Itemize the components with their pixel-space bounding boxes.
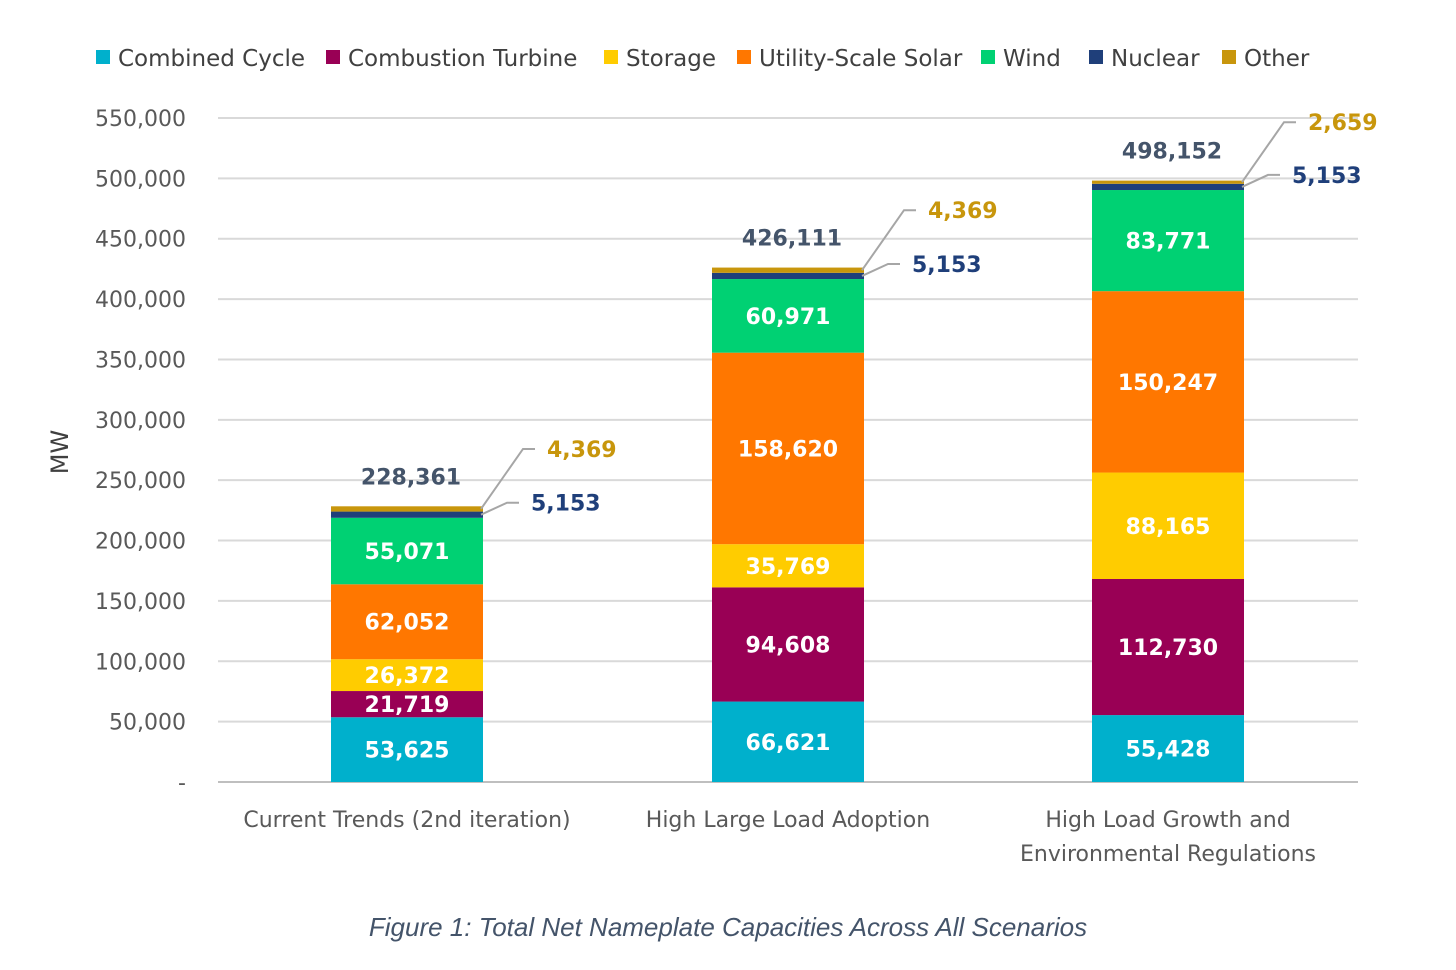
y-tick-label: 350,000 bbox=[95, 348, 186, 373]
legend-label: Utility-Scale Solar bbox=[759, 46, 963, 72]
data-label: 150,247 bbox=[1118, 371, 1218, 396]
data-label: 66,621 bbox=[746, 731, 831, 756]
legend-item: Storage bbox=[604, 46, 716, 72]
bar-segment bbox=[712, 701, 864, 782]
data-label: 21,719 bbox=[365, 693, 450, 718]
data-label: 60,971 bbox=[746, 305, 831, 330]
bar-segment bbox=[331, 506, 483, 512]
legend-item: Wind bbox=[981, 46, 1061, 72]
data-label: 55,071 bbox=[365, 540, 450, 565]
legend-swatch bbox=[1089, 50, 1103, 64]
legend-label: Combined Cycle bbox=[118, 46, 305, 72]
legend-swatch bbox=[981, 50, 995, 64]
bar-segment bbox=[1092, 715, 1244, 782]
chart-legend: Combined Cycle Combustion Turbine Storage U… bbox=[96, 46, 1310, 72]
legend-item: Other bbox=[1222, 46, 1310, 72]
y-tick-label: 300,000 bbox=[95, 409, 186, 434]
data-label: 55,428 bbox=[1126, 738, 1211, 763]
callout-leader bbox=[1241, 173, 1280, 188]
total-label: 498,152 bbox=[1122, 140, 1222, 165]
callout-leader bbox=[861, 262, 900, 277]
legend-item: Combined Cycle bbox=[96, 46, 305, 72]
data-label: 35,769 bbox=[746, 555, 831, 580]
y-tick-label: 100,000 bbox=[95, 650, 186, 675]
legend-item: Nuclear bbox=[1089, 46, 1200, 72]
x-category-label: Environmental Regulations bbox=[1020, 842, 1316, 867]
y-tick-label: 400,000 bbox=[95, 288, 186, 313]
y-axis: - 50,000 100,000 150,000 200,000 250,000 300,0… bbox=[95, 107, 186, 796]
data-label: 88,165 bbox=[1126, 515, 1211, 540]
legend-item: Utility-Scale Solar bbox=[737, 46, 963, 72]
data-label: 94,608 bbox=[746, 633, 831, 658]
bar-segment bbox=[1092, 578, 1244, 716]
bar-segment bbox=[1092, 183, 1244, 191]
callout-label: 4,369 bbox=[928, 199, 998, 224]
legend-swatch bbox=[737, 50, 751, 64]
y-tick-label: 50,000 bbox=[109, 711, 186, 736]
data-label: 62,052 bbox=[365, 611, 450, 636]
y-tick-label: 550,000 bbox=[95, 107, 186, 132]
legend-swatch bbox=[96, 50, 110, 64]
data-label: 158,620 bbox=[738, 437, 838, 462]
bar-segment bbox=[331, 517, 483, 585]
bar-segment bbox=[331, 659, 483, 692]
callout-leader bbox=[861, 209, 916, 271]
callout-label: 5,153 bbox=[912, 253, 982, 278]
bar-segment bbox=[712, 272, 864, 280]
data-labels: 53,625 21,719 26,372 62,052 55,071 228,361 5,1… bbox=[361, 111, 1378, 763]
callout-leader bbox=[1241, 121, 1296, 183]
callout-label: 5,153 bbox=[1292, 164, 1362, 189]
y-tick-label: 250,000 bbox=[95, 469, 186, 494]
x-axis: Current Trends (2nd iteration) High Large… bbox=[243, 808, 1316, 867]
y-tick-label: 450,000 bbox=[95, 228, 186, 253]
bar-stacks bbox=[331, 180, 1244, 782]
data-label: 112,730 bbox=[1118, 636, 1218, 661]
bar-segment bbox=[1092, 291, 1244, 473]
stacked-bar-chart: Combined Cycle Combustion Turbine Storage U… bbox=[46, 46, 1378, 867]
y-tick-label: 150,000 bbox=[95, 590, 186, 615]
legend-swatch bbox=[604, 50, 618, 64]
callout-label: 4,369 bbox=[547, 438, 617, 463]
bar-segment bbox=[331, 511, 483, 518]
x-category-label: High Load Growth and bbox=[1045, 808, 1290, 833]
legend-label: Combustion Turbine bbox=[348, 46, 577, 72]
x-category-label: High Large Load Adoption bbox=[646, 808, 930, 833]
bar-segment bbox=[331, 717, 483, 782]
figure-caption: Figure 1: Total Net Nameplate Capacities… bbox=[368, 912, 1088, 942]
y-tick-label: 500,000 bbox=[95, 167, 186, 192]
data-label: 83,771 bbox=[1126, 230, 1211, 255]
total-label: 426,111 bbox=[742, 227, 842, 252]
legend-label: Wind bbox=[1003, 46, 1061, 72]
callout-leader bbox=[480, 501, 519, 516]
y-tick-label: 200,000 bbox=[95, 530, 186, 555]
bar-segment bbox=[712, 267, 864, 273]
callout-leader bbox=[480, 447, 535, 510]
callout-label: 5,153 bbox=[531, 492, 601, 517]
legend-swatch bbox=[326, 50, 340, 64]
y-tick-label: - bbox=[178, 771, 186, 796]
legend-item: Combustion Turbine bbox=[326, 46, 577, 72]
data-label: 53,625 bbox=[365, 739, 450, 764]
bar-segment bbox=[712, 587, 864, 702]
legend-swatch bbox=[1222, 50, 1236, 64]
legend-label: Other bbox=[1244, 46, 1310, 72]
bar-segment bbox=[331, 691, 483, 718]
legend-label: Storage bbox=[626, 46, 716, 72]
bar-segment bbox=[712, 279, 864, 353]
x-category-label: Current Trends (2nd iteration) bbox=[243, 808, 570, 833]
bar-segment bbox=[1092, 190, 1244, 292]
bar-segment bbox=[712, 544, 864, 588]
legend-label: Nuclear bbox=[1111, 46, 1200, 72]
bar-segment bbox=[712, 352, 864, 545]
y-axis-title: MW bbox=[46, 430, 74, 474]
total-label: 228,361 bbox=[361, 465, 461, 490]
bar-segment bbox=[1092, 472, 1244, 579]
callout-label: 2,659 bbox=[1308, 111, 1378, 136]
bar-segment bbox=[1092, 180, 1244, 184]
bar-segment bbox=[331, 584, 483, 660]
data-label: 26,372 bbox=[365, 664, 450, 689]
